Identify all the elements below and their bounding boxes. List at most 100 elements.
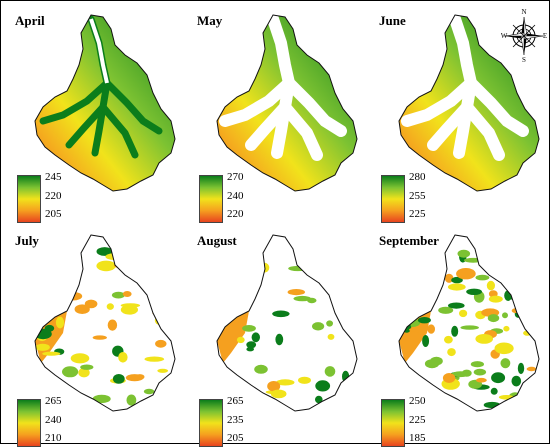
pixel-patch bbox=[152, 310, 172, 316]
pixel-patch bbox=[272, 310, 290, 318]
pixel-patch bbox=[451, 371, 470, 378]
basin-map bbox=[216, 14, 358, 192]
pixel-patch bbox=[35, 383, 50, 392]
legend-mid: 240 bbox=[227, 190, 244, 202]
pixel-patch bbox=[414, 291, 427, 296]
pixel-patch bbox=[525, 240, 539, 248]
basin-boundary bbox=[398, 14, 540, 192]
legend: 280 255 225 bbox=[381, 171, 441, 223]
pixel-patch bbox=[112, 374, 125, 384]
basin-map bbox=[398, 14, 540, 192]
pixel-patch bbox=[401, 335, 412, 340]
pixel-patch bbox=[80, 364, 94, 370]
raster-layer bbox=[399, 15, 539, 191]
pixel-patch bbox=[157, 368, 169, 373]
legend-mid: 240 bbox=[45, 414, 62, 426]
pixel-patch bbox=[404, 305, 412, 310]
legend-max: 245 bbox=[45, 171, 62, 183]
pixel-patch bbox=[84, 299, 98, 309]
snow-ridge bbox=[401, 77, 477, 127]
pixel-patch bbox=[118, 352, 128, 363]
pixel-patch bbox=[251, 332, 260, 343]
legend-max: 265 bbox=[45, 395, 62, 407]
snow-ridge bbox=[283, 77, 347, 137]
legend-min: 225 bbox=[409, 208, 426, 220]
legend-color-bar bbox=[199, 399, 223, 447]
pixel-patch bbox=[475, 334, 493, 344]
pixel-patch bbox=[144, 356, 165, 362]
pixel-patch bbox=[92, 394, 111, 404]
pixel-patch bbox=[438, 306, 454, 314]
snow-ridge bbox=[449, 15, 477, 89]
panel-title: August bbox=[197, 233, 237, 248]
basin-map bbox=[398, 234, 540, 412]
pixel-patch bbox=[126, 261, 133, 266]
raster-layer bbox=[217, 15, 357, 191]
pixel-patch bbox=[522, 388, 529, 400]
pixel-patch bbox=[275, 333, 284, 346]
pixel-patch bbox=[321, 270, 329, 279]
raster-layer bbox=[399, 238, 539, 410]
panel-title: June bbox=[379, 13, 406, 28]
pixel-patch bbox=[411, 387, 432, 392]
pixel-patch bbox=[448, 302, 465, 309]
pixel-patch bbox=[132, 270, 145, 281]
pixel-patch bbox=[317, 274, 328, 280]
legend-mid: 235 bbox=[227, 414, 244, 426]
raster-layer bbox=[35, 15, 175, 191]
pixel-patch bbox=[457, 249, 471, 258]
pixel-patch bbox=[483, 257, 500, 262]
legend-min: 205 bbox=[45, 208, 62, 220]
compass-n: N bbox=[521, 8, 526, 16]
basin-boundary bbox=[398, 234, 540, 412]
pixel-patch bbox=[488, 295, 503, 303]
legend-min: 205 bbox=[227, 432, 244, 444]
pixel-patch bbox=[308, 245, 326, 253]
pixel-patch bbox=[106, 303, 114, 310]
pixel-patch bbox=[503, 325, 510, 332]
pixel-patch bbox=[55, 316, 65, 329]
pixel-patch bbox=[238, 299, 252, 305]
pixel-patch bbox=[517, 362, 525, 375]
map-panel-june: June 280 255 225 bbox=[367, 3, 549, 223]
pixel-patch bbox=[35, 343, 50, 351]
pixel-patch bbox=[105, 253, 123, 260]
pixel-patch bbox=[56, 241, 77, 246]
legend-min: 185 bbox=[409, 432, 426, 444]
pixel-patch bbox=[488, 265, 505, 278]
pixel-patch bbox=[442, 373, 456, 383]
legend-max: 250 bbox=[409, 395, 426, 407]
basin-boundary bbox=[216, 14, 358, 192]
pixel-patch bbox=[466, 288, 482, 295]
pixel-patch bbox=[270, 389, 287, 399]
map-panel-august: August 265 235 205 bbox=[185, 223, 367, 447]
panel-title: September bbox=[379, 233, 439, 248]
pixel-patch bbox=[92, 335, 107, 340]
pixel-patch bbox=[110, 242, 129, 247]
pixel-patch bbox=[427, 324, 435, 334]
pixel-patch bbox=[491, 372, 506, 384]
pixel-patch bbox=[451, 325, 459, 337]
pixel-patch bbox=[444, 335, 453, 344]
pixel-patch bbox=[326, 320, 333, 327]
pixel-patch bbox=[64, 241, 81, 247]
legend-mid: 255 bbox=[409, 190, 426, 202]
pixel-patch bbox=[298, 376, 311, 384]
pixel-patch bbox=[41, 280, 54, 287]
basin-map bbox=[216, 234, 358, 412]
pixel-patch bbox=[65, 255, 83, 260]
pixel-patch bbox=[451, 276, 463, 284]
pixel-patch bbox=[513, 272, 523, 281]
pixel-patch bbox=[155, 312, 170, 320]
pixel-patch bbox=[59, 291, 75, 296]
pixel-patch bbox=[526, 366, 537, 372]
legend-color-bar bbox=[381, 175, 405, 223]
pixel-patch bbox=[522, 388, 531, 401]
pixel-patch bbox=[486, 280, 495, 291]
panel-title: May bbox=[197, 13, 223, 28]
pixel-patch bbox=[96, 260, 116, 272]
pixel-patch bbox=[50, 288, 60, 297]
compass-rose-icon: N E S W bbox=[501, 8, 547, 63]
map-panel-april: April 245 220 205 bbox=[3, 3, 185, 223]
pixel-patch bbox=[312, 322, 325, 331]
